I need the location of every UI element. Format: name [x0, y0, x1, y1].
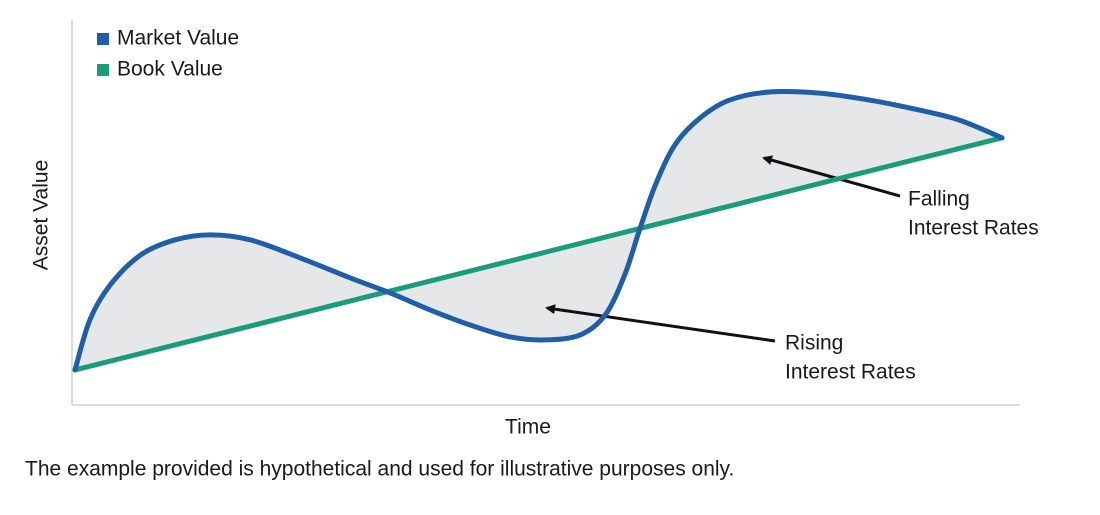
legend-label: Book Value: [117, 58, 223, 81]
annotation: Interest Rates: [908, 217, 1039, 240]
fill-between: [75, 91, 1002, 370]
footnote: The example provided is hypothetical and…: [25, 458, 734, 481]
legend-swatch: [97, 64, 109, 76]
series-line: [72, 135, 1005, 373]
annotation-arrow: [545, 304, 776, 343]
legend-label: Market Value: [117, 27, 239, 50]
series-line: [72, 88, 1005, 373]
annotation: Falling: [908, 188, 970, 211]
annotation-arrow: [762, 155, 901, 198]
x-axis-label: Time: [505, 416, 551, 439]
annotation: Interest Rates: [785, 361, 916, 384]
y-axis-label: Asset Value: [30, 160, 53, 271]
annotation: Rising: [785, 332, 843, 355]
legend-swatch: [97, 33, 109, 45]
